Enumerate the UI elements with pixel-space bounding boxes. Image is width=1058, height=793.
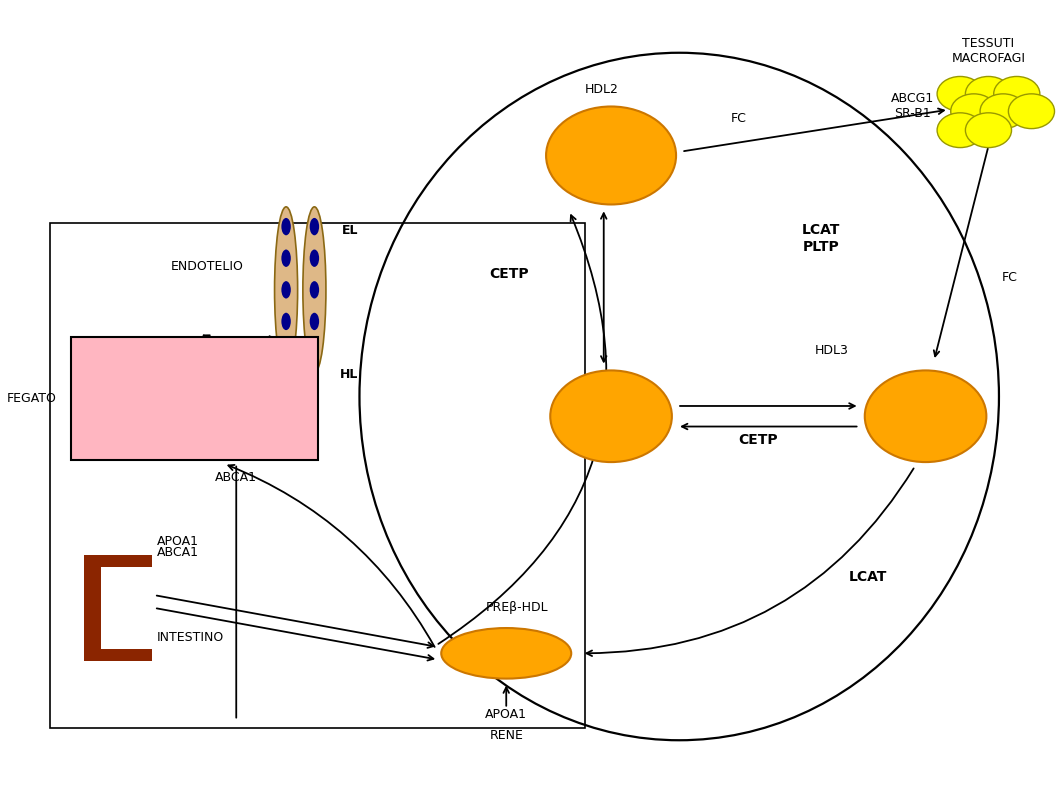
Text: CE
TG: CE TG bbox=[600, 140, 622, 171]
Ellipse shape bbox=[275, 207, 297, 373]
Text: PREβ-HDL: PREβ-HDL bbox=[486, 601, 548, 614]
Circle shape bbox=[965, 76, 1011, 111]
Circle shape bbox=[550, 370, 672, 462]
FancyBboxPatch shape bbox=[71, 337, 317, 460]
Text: LCAT: LCAT bbox=[849, 569, 887, 584]
Bar bbox=[84, 554, 101, 661]
Text: CETP: CETP bbox=[738, 433, 778, 447]
Ellipse shape bbox=[281, 218, 291, 236]
Text: ABCG1
SR-B1: ABCG1 SR-B1 bbox=[892, 93, 934, 121]
Circle shape bbox=[937, 76, 983, 111]
Ellipse shape bbox=[310, 282, 320, 298]
Circle shape bbox=[980, 94, 1026, 128]
Ellipse shape bbox=[281, 250, 291, 267]
Bar bbox=[50, 223, 585, 729]
Circle shape bbox=[951, 94, 997, 128]
Circle shape bbox=[864, 370, 986, 462]
Text: SR-B1: SR-B1 bbox=[205, 353, 248, 366]
Text: HL: HL bbox=[340, 368, 358, 381]
Text: HDL2: HDL2 bbox=[585, 82, 619, 96]
Text: APOA1: APOA1 bbox=[158, 534, 199, 548]
Ellipse shape bbox=[310, 250, 320, 267]
Circle shape bbox=[993, 76, 1040, 111]
Circle shape bbox=[937, 113, 983, 147]
Text: EL: EL bbox=[342, 224, 359, 237]
Text: APOA2: APOA2 bbox=[96, 431, 144, 444]
Text: CE
TG: CE TG bbox=[914, 400, 937, 432]
Text: CETP: CETP bbox=[490, 267, 529, 281]
Text: INTESTINO: INTESTINO bbox=[158, 631, 224, 644]
Ellipse shape bbox=[303, 207, 326, 373]
Ellipse shape bbox=[441, 628, 571, 679]
Text: ENDOTELIO: ENDOTELIO bbox=[171, 259, 244, 273]
Text: ABCA1: ABCA1 bbox=[158, 546, 199, 559]
Circle shape bbox=[965, 113, 1011, 147]
Ellipse shape bbox=[281, 312, 291, 330]
Text: APOA1: APOA1 bbox=[225, 431, 272, 444]
Circle shape bbox=[546, 106, 676, 205]
Text: FC: FC bbox=[731, 112, 747, 125]
Text: LCAT
PLTP: LCAT PLTP bbox=[802, 224, 840, 254]
Bar bbox=[84, 649, 152, 661]
Ellipse shape bbox=[281, 282, 291, 298]
Text: FC: FC bbox=[1002, 271, 1018, 285]
Text: APOA1: APOA1 bbox=[486, 707, 527, 721]
Text: TESSUTI
MACROFAGI: TESSUTI MACROFAGI bbox=[951, 37, 1025, 65]
Ellipse shape bbox=[310, 218, 320, 236]
Bar bbox=[84, 554, 152, 567]
Text: RENE: RENE bbox=[489, 729, 523, 742]
Text: HDL3: HDL3 bbox=[815, 344, 849, 357]
Text: VLDL
IDL
LDL: VLDL IDL LDL bbox=[594, 395, 630, 438]
Text: FEGATO: FEGATO bbox=[6, 392, 56, 405]
Circle shape bbox=[1008, 94, 1055, 128]
Ellipse shape bbox=[310, 312, 320, 330]
Text: ABCA1: ABCA1 bbox=[215, 471, 257, 485]
